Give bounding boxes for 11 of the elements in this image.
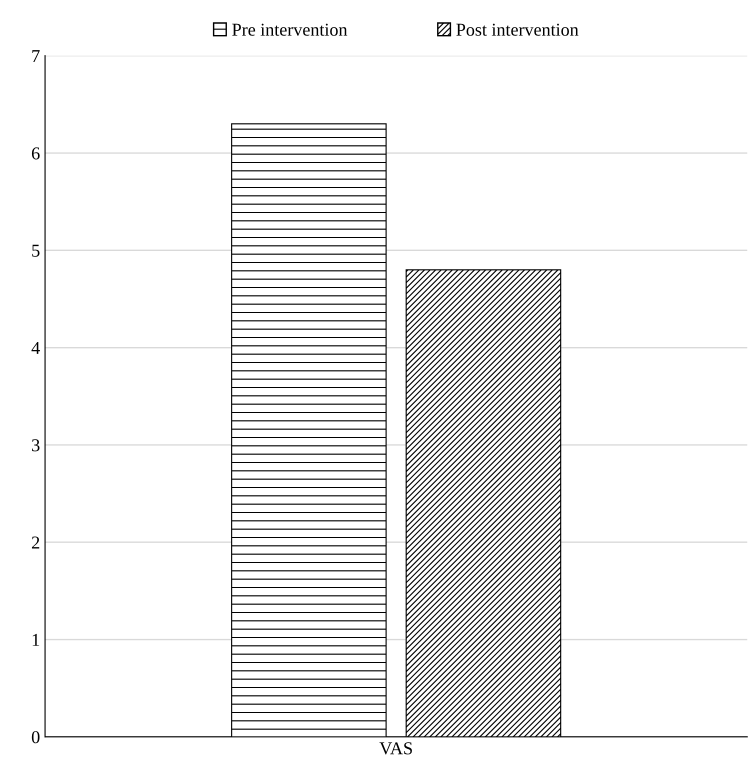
- legend-label: Post intervention: [456, 24, 578, 36]
- y-tick-label: 4: [32, 342, 40, 354]
- legend-label: Pre intervention: [232, 24, 348, 36]
- y-tick-label: 0: [32, 731, 40, 744]
- y-tick-label: 7: [32, 50, 40, 62]
- y-tick-label: 5: [32, 244, 40, 257]
- x-tick-label: VAS: [379, 742, 412, 755]
- y-tick-label: 2: [32, 536, 40, 549]
- y-tick-label: 3: [32, 439, 40, 452]
- y-tick-label: 6: [32, 147, 40, 160]
- y-tick-label: 1: [32, 634, 40, 646]
